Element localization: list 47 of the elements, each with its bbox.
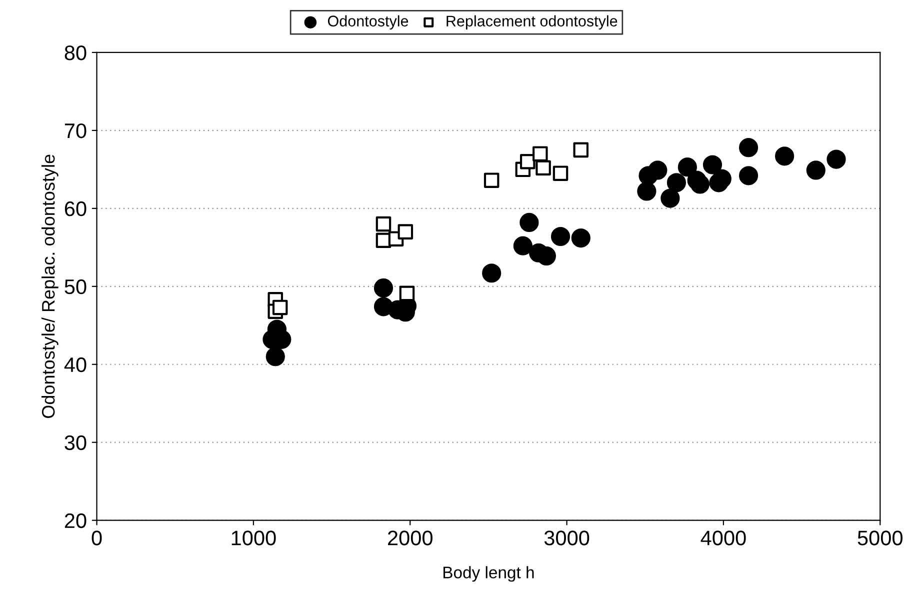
- point: [484, 172, 500, 188]
- x-axis-title: Body lengt h: [443, 566, 534, 582]
- y-tick-label: 40: [64, 357, 86, 372]
- point: [806, 160, 826, 180]
- point: [513, 236, 532, 256]
- point: [550, 226, 570, 246]
- point: [637, 182, 656, 201]
- point: [520, 154, 536, 170]
- y-tick-label: 20: [64, 513, 86, 528]
- point: [552, 166, 568, 181]
- point: [738, 166, 758, 186]
- point: [573, 142, 589, 158]
- point: [266, 347, 285, 366]
- point: [738, 138, 758, 158]
- point: [482, 264, 502, 283]
- point: [826, 150, 846, 169]
- x-tick-label: 4000: [700, 530, 746, 546]
- y-tick-label: 50: [64, 279, 86, 294]
- point: [376, 216, 392, 232]
- y-tick-label: 70: [64, 123, 86, 138]
- y-tick-label: 60: [64, 201, 86, 216]
- legend-label: Replacement odontostyle: [446, 15, 618, 30]
- point: [398, 224, 414, 240]
- y-tick-label: 30: [64, 435, 86, 450]
- point: [520, 212, 539, 232]
- y-axis-title: Odontostyle/ Replac. odontostyle: [42, 154, 58, 418]
- x-tick-label: 1000: [232, 530, 276, 546]
- point: [536, 160, 551, 176]
- x-tick-label: 2000: [388, 530, 432, 546]
- point: [399, 286, 415, 302]
- point: [571, 228, 590, 248]
- x-tick-label: 0: [92, 530, 102, 546]
- point: [690, 174, 710, 194]
- x-tick-label: 5000: [858, 530, 902, 546]
- point: [272, 300, 288, 316]
- point: [666, 173, 686, 192]
- x-tick-label: 3000: [544, 530, 590, 546]
- point: [678, 158, 697, 177]
- point: [532, 146, 548, 162]
- legend-label: Odontostyle: [328, 15, 408, 30]
- point: [648, 160, 668, 180]
- point: [660, 188, 680, 208]
- point: [374, 278, 394, 298]
- point: [775, 146, 794, 166]
- point: [702, 155, 722, 174]
- point: [712, 169, 732, 188]
- y-tick-label: 80: [64, 45, 86, 60]
